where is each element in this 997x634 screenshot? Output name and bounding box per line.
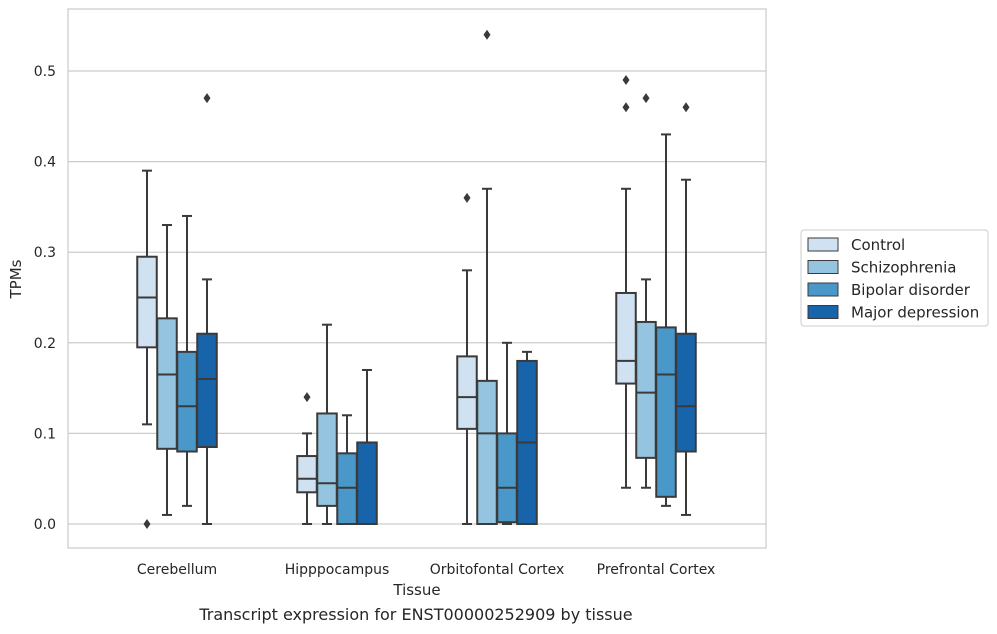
box-series-group [136,29,697,529]
series-schizophrenia [156,29,657,525]
series-major-depression [196,93,697,526]
box-plot [496,341,518,525]
x-tick-label: Orbitofontal Cortex [430,562,565,578]
legend: Control Schizophrenia Bipolar disorder Majo… [800,229,989,327]
y-tick-label: 0.5 [34,64,56,80]
box-plot [196,93,218,525]
outlier-marker [203,93,211,104]
y-tick-labels: 0.0 0.1 0.2 0.3 0.4 0.5 [34,64,56,533]
outlier-marker [303,392,311,403]
outlier-marker [143,519,151,529]
legend-item: Control [807,236,905,254]
legend-item: Major depression [807,304,979,322]
figure-caption: Transcript expression for ENST0000025290… [199,605,633,624]
box-plot [296,392,318,525]
plot-area-frame [67,8,767,549]
box [196,332,218,448]
legend-swatch [807,305,839,319]
box [456,355,478,430]
y-tick-label: 0.1 [34,426,56,442]
legend-label: Bipolar disorder [851,281,971,299]
box-plot [655,133,677,507]
box [296,455,318,494]
outlier-marker [642,93,650,104]
legend-item: Bipolar disorder [807,281,971,299]
series-control [136,75,637,529]
box-plot [176,214,198,507]
box [615,291,637,385]
box-plot [156,224,178,516]
box-plot [516,350,538,526]
box-plot [675,102,697,516]
legend-label: Major depression [851,304,979,322]
box-plot [136,169,158,529]
box-plot [456,192,478,525]
box [675,332,697,453]
box-plot [615,75,637,489]
outlier-marker [622,75,630,86]
x-tick-label: Prefrontal Cortex [597,562,716,578]
legend-label: Control [851,236,905,254]
box-plot [336,414,358,525]
x-tick-label: Hipppocampus [285,562,390,578]
legend-frame [800,229,989,327]
box [316,412,338,507]
box [476,379,498,525]
legend-swatch [807,237,839,252]
legend-swatch [807,282,839,297]
box [156,317,178,450]
y-tick-label: 0.0 [34,517,56,533]
legend-swatch [807,260,839,274]
y-tick-label: 0.2 [34,336,56,352]
box [356,441,378,525]
box [635,320,657,459]
outlier-marker [483,29,491,40]
box-plot [476,29,498,525]
y-tick-label: 0.4 [34,155,56,171]
box-plot [356,368,378,525]
x-tick-labels: Cerebellum Hipppocampus Orbitofontal Corte… [137,562,715,578]
y-tick-label: 0.3 [34,245,56,261]
legend-label: Schizophrenia [851,259,956,277]
outlier-marker [622,102,630,113]
box [496,432,518,524]
y-axis-label: TPMs [7,259,25,299]
box-plot [635,93,657,489]
outlier-marker [682,102,690,113]
x-tick-label: Cerebellum [137,562,217,578]
box-plot [316,323,338,525]
legend-item: Schizophrenia [807,259,956,277]
box [136,255,158,349]
series-bipolar-disorder [176,133,677,525]
box [176,350,198,453]
x-axis-label: Tissue [392,581,440,599]
box [655,326,677,498]
outlier-marker [463,192,471,203]
